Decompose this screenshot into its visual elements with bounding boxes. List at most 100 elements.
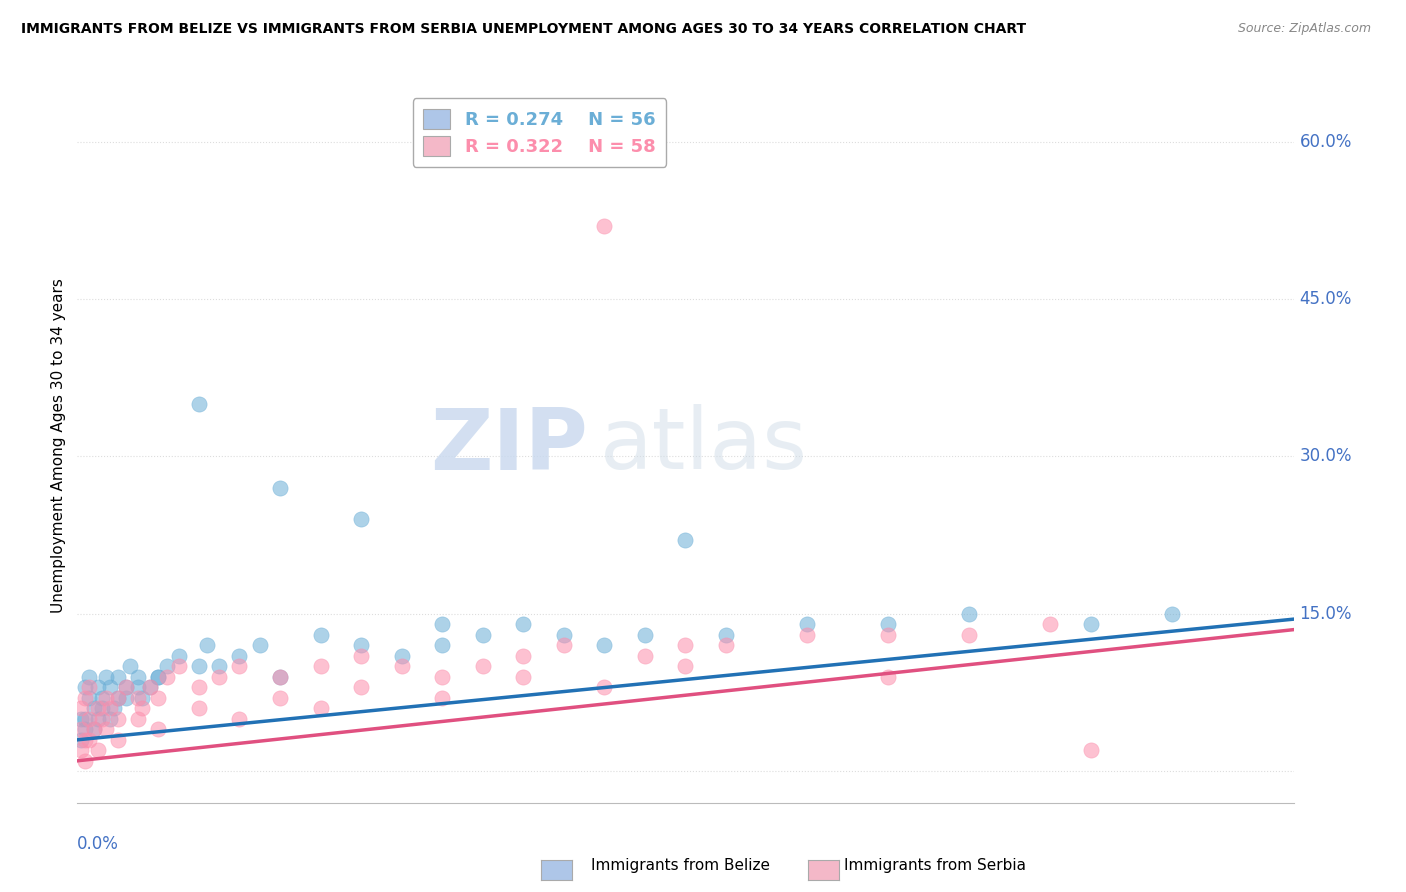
Point [1161,607,1184,621]
Text: Immigrants from Belize: Immigrants from Belize [591,858,769,872]
Point [107,712,129,726]
Point [79,732,101,747]
Point [195,639,218,653]
Point [714,639,737,653]
Point [148,670,170,684]
Point [634,628,657,642]
Point [86,701,108,715]
Point [127,670,149,684]
Point [877,670,900,684]
Point [90,701,112,715]
Point [167,659,190,673]
Point [70,701,93,715]
Point [1080,743,1102,757]
Point [107,732,129,747]
Point [228,659,250,673]
Point [79,712,101,726]
Point [107,670,129,684]
Point [155,659,177,673]
Text: 45.0%: 45.0% [1299,290,1353,308]
Point [957,607,980,621]
Point [675,533,697,548]
Point [75,681,97,695]
Point [593,681,616,695]
Point [208,659,231,673]
Point [512,670,534,684]
Point [350,648,373,663]
Point [553,628,575,642]
Point [309,628,332,642]
Point [148,690,170,705]
Point [90,712,112,726]
Point [155,670,177,684]
Point [79,681,101,695]
Point [593,639,616,653]
Point [188,397,211,411]
Point [75,754,97,768]
Point [115,681,138,695]
Point [118,659,141,673]
Point [94,670,117,684]
Point [70,743,93,757]
Point [107,690,129,705]
Point [269,670,291,684]
Point [430,690,453,705]
Text: 60.0%: 60.0% [1299,133,1353,151]
Point [1039,617,1062,632]
Text: IMMIGRANTS FROM BELIZE VS IMMIGRANTS FROM SERBIA UNEMPLOYMENT AMONG AGES 30 TO 3: IMMIGRANTS FROM BELIZE VS IMMIGRANTS FRO… [21,22,1026,37]
Point [148,670,170,684]
Point [86,681,108,695]
Point [79,670,101,684]
Point [675,659,697,673]
Point [107,690,129,705]
Point [269,481,291,495]
Point [131,690,153,705]
Point [208,670,231,684]
Point [430,639,453,653]
Point [796,628,818,642]
Point [430,617,453,632]
Point [75,690,97,705]
Point [188,659,211,673]
Point [115,690,138,705]
Text: Immigrants from Serbia: Immigrants from Serbia [844,858,1025,872]
Point [675,639,697,653]
Point [86,743,108,757]
Legend: R = 0.274    N = 56, R = 0.322    N = 58: R = 0.274 N = 56, R = 0.322 N = 58 [412,98,666,167]
Point [714,628,737,642]
Point [228,712,250,726]
Point [103,701,125,715]
Point [877,628,900,642]
Point [309,701,332,715]
Point [139,681,162,695]
Point [167,648,190,663]
Text: Source: ZipAtlas.com: Source: ZipAtlas.com [1237,22,1371,36]
Point [98,712,121,726]
Point [83,723,105,737]
Point [83,701,105,715]
Point [512,648,534,663]
Text: 0.0%: 0.0% [77,835,120,853]
Point [188,701,211,715]
Text: 30.0%: 30.0% [1299,448,1353,466]
Text: atlas: atlas [600,404,808,488]
Point [593,219,616,233]
Point [127,712,149,726]
Point [127,690,149,705]
Point [86,712,108,726]
Point [1080,617,1102,632]
Point [512,617,534,632]
Point [391,659,413,673]
Point [309,659,332,673]
Point [79,690,101,705]
Point [957,628,980,642]
Point [228,648,250,663]
Point [115,681,138,695]
Point [269,670,291,684]
Text: 15.0%: 15.0% [1299,605,1353,623]
Point [188,681,211,695]
Point [471,659,494,673]
Point [269,690,291,705]
Point [75,723,97,737]
Point [98,701,121,715]
